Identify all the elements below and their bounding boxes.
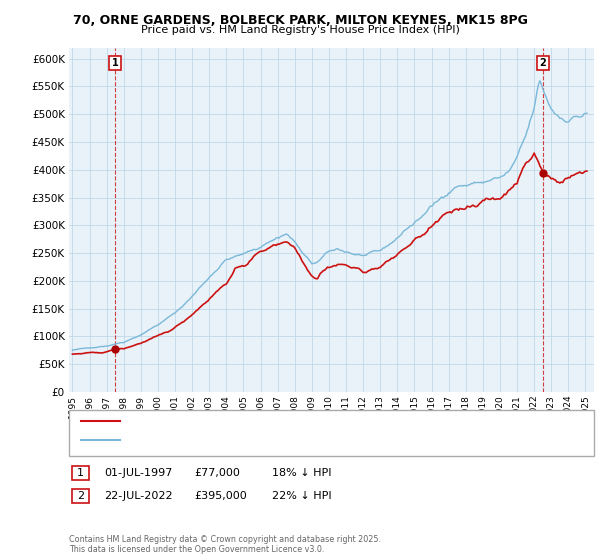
Text: 22% ↓ HPI: 22% ↓ HPI bbox=[272, 491, 331, 501]
Text: 1: 1 bbox=[77, 468, 84, 478]
Text: Price paid vs. HM Land Registry's House Price Index (HPI): Price paid vs. HM Land Registry's House … bbox=[140, 25, 460, 35]
Text: HPI: Average price, detached house, Milton Keynes: HPI: Average price, detached house, Milt… bbox=[126, 436, 375, 445]
Text: 70, ORNE GARDENS, BOLBECK PARK, MILTON KEYNES, MK15 8PG (detached house): 70, ORNE GARDENS, BOLBECK PARK, MILTON K… bbox=[126, 416, 533, 426]
Text: £395,000: £395,000 bbox=[194, 491, 247, 501]
Text: 2: 2 bbox=[539, 58, 546, 68]
Text: 2: 2 bbox=[77, 491, 84, 501]
Text: 18% ↓ HPI: 18% ↓ HPI bbox=[272, 468, 331, 478]
Text: 1: 1 bbox=[112, 58, 119, 68]
Text: 70, ORNE GARDENS, BOLBECK PARK, MILTON KEYNES, MK15 8PG: 70, ORNE GARDENS, BOLBECK PARK, MILTON K… bbox=[73, 14, 527, 27]
Text: 01-JUL-1997: 01-JUL-1997 bbox=[104, 468, 172, 478]
Text: Contains HM Land Registry data © Crown copyright and database right 2025.
This d: Contains HM Land Registry data © Crown c… bbox=[69, 535, 381, 554]
Text: £77,000: £77,000 bbox=[194, 468, 239, 478]
Text: 22-JUL-2022: 22-JUL-2022 bbox=[104, 491, 172, 501]
